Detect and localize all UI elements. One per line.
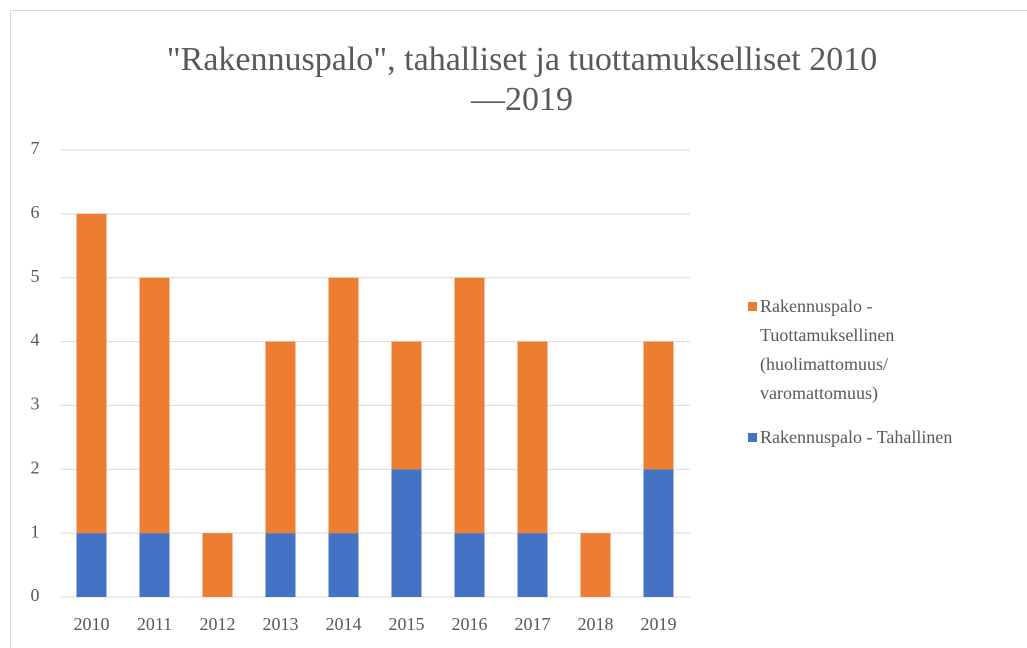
bar — [328, 277, 359, 534]
x-tick-label: 2017 — [515, 614, 551, 634]
y-tick-label: 6 — [31, 202, 40, 222]
x-tick-label: 2010 — [74, 614, 110, 634]
y-tick-label: 0 — [31, 585, 40, 605]
bar — [265, 341, 296, 534]
bar — [265, 533, 296, 597]
legend-item: Rakennuspalo - Tuottamuksellinen (huolim… — [748, 292, 898, 408]
x-tick-label: 2014 — [326, 614, 362, 634]
x-tick-label: 2015 — [389, 614, 425, 634]
bar — [139, 533, 170, 597]
legend-label: Rakennuspalo - Tuottamuksellinen (huolim… — [760, 296, 895, 403]
y-tick-label: 1 — [31, 521, 40, 541]
bar — [328, 533, 359, 597]
bar — [391, 341, 422, 470]
bar — [76, 213, 107, 534]
y-tick-label: 3 — [31, 394, 40, 414]
chart-title: "Rakennuspalo", tahalliset ja tuottamuks… — [166, 41, 878, 118]
bar — [391, 469, 422, 597]
y-tick-label: 7 — [31, 138, 40, 158]
x-tick-label: 2013 — [263, 614, 299, 634]
x-tick-label: 2019 — [641, 614, 677, 634]
legend-swatch — [748, 433, 757, 442]
y-tick-label: 5 — [31, 266, 40, 286]
bar — [580, 533, 611, 597]
bar — [643, 469, 674, 597]
y-tick-label: 4 — [31, 330, 40, 350]
legend-item: Rakennuspalo - Tahallinen — [748, 423, 1027, 452]
bar — [202, 533, 233, 597]
bar — [454, 533, 485, 597]
x-tick-label: 2016 — [452, 614, 488, 634]
bar — [517, 341, 548, 534]
y-tick-label: 2 — [31, 457, 40, 477]
bar — [517, 533, 548, 597]
x-tick-label: 2018 — [578, 614, 614, 634]
chart-border — [10, 10, 1027, 648]
bar — [454, 277, 485, 534]
bar — [76, 533, 107, 597]
legend-swatch — [748, 302, 757, 311]
legend-label: Rakennuspalo - Tahallinen — [760, 427, 953, 447]
x-tick-label: 2012 — [200, 614, 236, 634]
bar — [139, 277, 170, 534]
x-tick-label: 2011 — [137, 614, 172, 634]
bar — [643, 341, 674, 470]
